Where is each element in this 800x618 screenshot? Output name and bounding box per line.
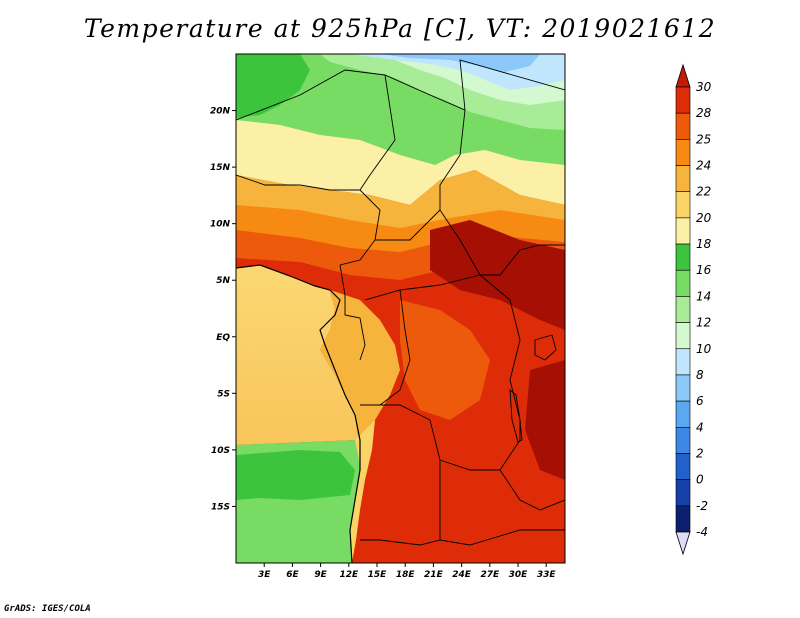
map-frame xyxy=(235,53,566,564)
colorbar-label: 20 xyxy=(696,211,712,225)
field-north-blue-deep xyxy=(380,54,540,72)
longitude-axis: 3E 6E 9E 12E 15E 18E 21E 24E 27E 30E 33E xyxy=(258,563,556,580)
border-line xyxy=(375,209,441,241)
colorbar-segment xyxy=(675,112,691,140)
colorbar-top-arrow xyxy=(675,63,691,88)
lat-tick-label: 20N xyxy=(210,107,231,117)
colorbar-label: 18 xyxy=(696,237,712,251)
lake-victoria xyxy=(534,334,557,361)
border-line xyxy=(236,174,381,266)
lon-tick-label: 21E xyxy=(424,570,444,580)
lat-tick-label: 5S xyxy=(217,389,230,399)
lon-tick-label: 30E xyxy=(509,570,529,580)
lat-tick-label: 5N xyxy=(216,276,230,286)
grads-credit: GrADS: IGES/COLA xyxy=(4,604,91,614)
field-sahel-warm xyxy=(236,170,565,235)
lat-tick-label: 15S xyxy=(211,502,230,512)
lon-tick-label: 12E xyxy=(339,570,359,580)
colorbar-segment xyxy=(675,296,691,323)
colorbar-segment xyxy=(675,217,691,245)
colorbar-label: 8 xyxy=(696,368,704,382)
map-panel xyxy=(236,54,565,563)
colorbar-segment xyxy=(675,426,691,454)
lat-tick-label: 15N xyxy=(210,163,231,173)
lat-tick-label: EQ xyxy=(216,333,230,343)
colorbar-segment xyxy=(675,269,691,297)
colorbar-segment xyxy=(675,400,691,428)
colorbar-label: -4 xyxy=(696,525,708,539)
lon-tick-label: 6E xyxy=(286,570,299,580)
field-ocean-gulf xyxy=(236,265,358,445)
colorbar-segment xyxy=(675,322,691,350)
lon-tick-label: 9E xyxy=(314,570,327,580)
colorbar-segment xyxy=(675,505,691,533)
colorbar-bottom-arrow xyxy=(675,531,691,556)
colorbar-label: -2 xyxy=(696,499,708,513)
colorbar-segment xyxy=(675,453,691,480)
lat-tick-label: 10S xyxy=(211,446,230,456)
border-line xyxy=(236,59,565,121)
colorbar-label: 0 xyxy=(696,473,704,487)
latitude-axis: 20N 15N 10N 5N EQ 5S 10S 15S xyxy=(210,107,236,512)
lon-tick-label: 33E xyxy=(537,570,557,580)
colorbar-label: 14 xyxy=(696,289,711,303)
border-line xyxy=(499,469,565,511)
border-line xyxy=(439,529,565,546)
field-south-coast-warm xyxy=(350,420,375,563)
colorbar-label: 6 xyxy=(696,394,704,408)
border-line xyxy=(364,274,481,301)
colorbar-label: 25 xyxy=(696,132,711,146)
colorbar-label: 2 xyxy=(696,446,704,460)
map-title: Temperature at 925hPa [C], VT: 201902161… xyxy=(83,14,717,43)
colorbar-segment xyxy=(675,86,691,114)
border-line xyxy=(339,264,366,361)
lake-tanganyika xyxy=(509,388,523,443)
colorbar-segment xyxy=(675,479,691,507)
colorbar-label: 24 xyxy=(696,159,711,173)
colorbar-segment xyxy=(675,374,691,402)
lat-tick-label: 10N xyxy=(210,220,231,230)
border-line xyxy=(439,109,565,276)
field-coast-warm xyxy=(320,290,400,440)
colorbar-segment xyxy=(675,243,691,271)
colorbar-label: 30 xyxy=(696,80,712,94)
lon-tick-label: 3E xyxy=(258,570,271,580)
border-line xyxy=(359,74,396,191)
field-east-darkred xyxy=(525,360,565,480)
colorbar-label: 22 xyxy=(696,185,711,199)
field-green-west xyxy=(236,54,310,118)
colorbar-segment xyxy=(675,165,691,193)
colorbar-segment xyxy=(675,348,691,376)
border-line xyxy=(360,460,441,546)
lon-tick-label: 15E xyxy=(368,570,388,580)
borders xyxy=(236,59,565,563)
lon-tick-label: 24E xyxy=(452,570,472,580)
colorbar-label: 10 xyxy=(696,342,712,356)
coastline xyxy=(236,264,361,563)
lon-tick-label: 27E xyxy=(480,570,500,580)
colorbar-label: 12 xyxy=(696,316,711,330)
lon-tick-label: 18E xyxy=(396,570,416,580)
colorbar-label: 28 xyxy=(696,106,712,120)
colorbar-segment xyxy=(675,139,691,166)
field-south-green-dark xyxy=(236,450,355,500)
colorbar-label: 4 xyxy=(696,420,704,434)
field-central-orange xyxy=(400,300,490,420)
colorbar-label: 16 xyxy=(696,263,712,277)
colorbar-segment xyxy=(675,191,691,219)
